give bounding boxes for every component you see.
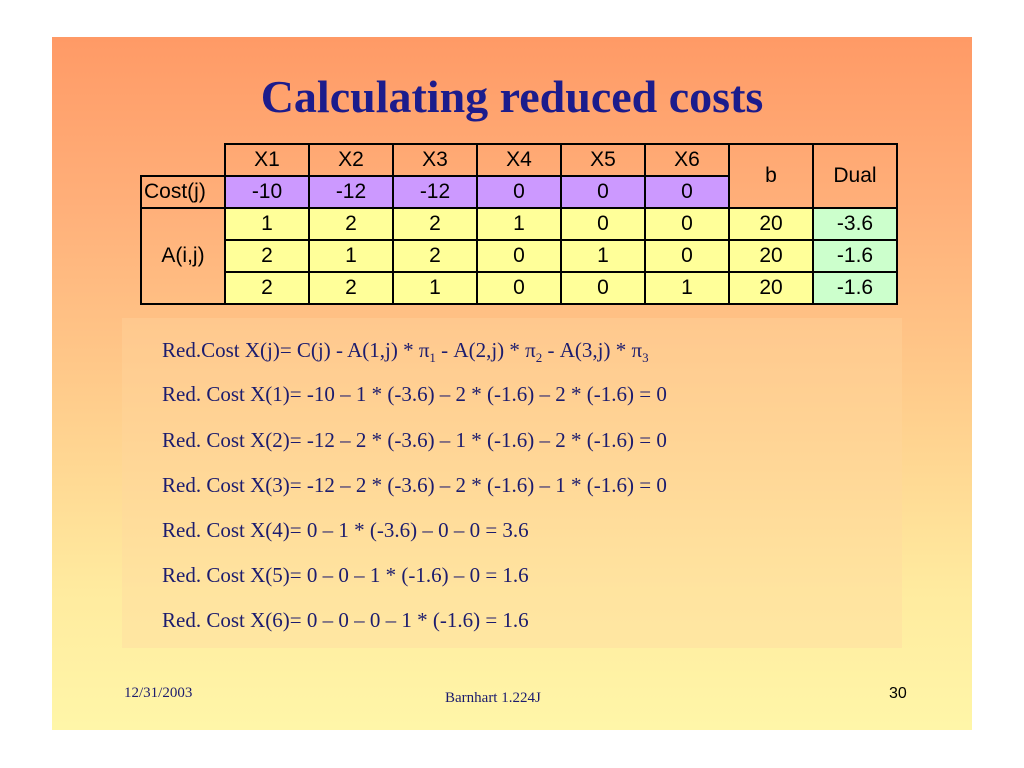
cost-cell: 0	[560, 175, 646, 209]
a-row-label: A(i,j)	[140, 207, 226, 305]
formula-line-x2: Red. Cost X(2)= -12 – 2 * (-3.6) – 1 * (…	[162, 428, 667, 452]
slide-title: Calculating reduced costs	[260, 71, 764, 122]
cost-cell: -12	[392, 175, 478, 209]
dual-cell: -1.6	[812, 239, 898, 273]
a-cell: 0	[560, 207, 646, 241]
general-formula: Red.Cost X(j)= C(j) - A(1,j) * π1 - A(2,…	[162, 338, 649, 366]
a-cell: 0	[644, 239, 730, 273]
a-cell: 1	[644, 271, 730, 305]
formula-line-x4: Red. Cost X(4)= 0 – 1 * (-3.6) – 0 – 0 =…	[162, 518, 529, 542]
page-number: 30	[889, 685, 907, 702]
a-cell: 0	[476, 239, 562, 273]
a-cell: 1	[308, 239, 394, 273]
header-x4: X4	[476, 143, 562, 177]
cost-cell: -12	[308, 175, 394, 209]
dual-cell: -1.6	[812, 271, 898, 305]
b-cell: 20	[728, 271, 814, 305]
a-cell: 0	[476, 271, 562, 305]
a-cell: 2	[308, 271, 394, 305]
header-x2: X2	[308, 143, 394, 177]
a-cell: 1	[560, 239, 646, 273]
a-cell: 2	[224, 271, 310, 305]
a-cell: 2	[224, 239, 310, 273]
header-x1: X1	[224, 143, 310, 177]
footer-author: Barnhart 1.224J	[445, 690, 541, 706]
b-cell: 20	[728, 207, 814, 241]
formula-panel	[122, 318, 902, 648]
cost-cell: -10	[224, 175, 310, 209]
cost-row-label: Cost(j)	[140, 175, 226, 209]
reduced-cost-table: X1 X2 X3 X4 X5 X6 b Dual Cost(j) -10 -12…	[140, 143, 898, 305]
cost-cell: 0	[476, 175, 562, 209]
a-cell: 2	[392, 207, 478, 241]
dual-cell: -3.6	[812, 207, 898, 241]
header-x6: X6	[644, 143, 730, 177]
formula-line-x6: Red. Cost X(6)= 0 – 0 – 0 – 1 * (-1.6) =…	[162, 608, 529, 632]
a-cell: 0	[560, 271, 646, 305]
formula-line-x1: Red. Cost X(1)= -10 – 1 * (-3.6) – 2 * (…	[162, 382, 667, 406]
header-b: b	[728, 143, 814, 209]
b-cell: 20	[728, 239, 814, 273]
footer-date: 12/31/2003	[124, 685, 193, 701]
a-cell: 2	[392, 239, 478, 273]
a-cell: 1	[476, 207, 562, 241]
header-x3: X3	[392, 143, 478, 177]
table-corner	[141, 144, 225, 176]
cost-cell: 0	[644, 175, 730, 209]
header-dual: Dual	[812, 143, 898, 209]
a-cell: 1	[392, 271, 478, 305]
header-x5: X5	[560, 143, 646, 177]
a-cell: 2	[308, 207, 394, 241]
a-cell: 0	[644, 207, 730, 241]
formula-line-x5: Red. Cost X(5)= 0 – 0 – 1 * (-1.6) – 0 =…	[162, 563, 529, 587]
a-cell: 1	[224, 207, 310, 241]
formula-line-x3: Red. Cost X(3)= -12 – 2 * (-3.6) – 2 * (…	[162, 473, 667, 497]
